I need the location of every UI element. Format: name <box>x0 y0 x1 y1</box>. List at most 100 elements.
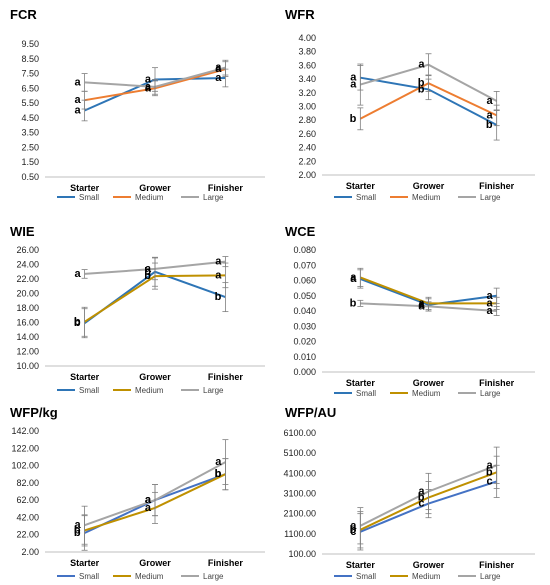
y-tick-label: 9.50 <box>21 39 39 49</box>
significance-label: a <box>487 305 494 317</box>
y-tick-label: 2.50 <box>21 142 39 152</box>
significance-label: a <box>487 297 494 309</box>
y-tick-label: 3.20 <box>298 88 316 98</box>
significance-label: a <box>418 297 425 309</box>
legend-label: Small <box>356 572 376 581</box>
significance-label: a <box>145 494 152 506</box>
y-tick-label: 22.00 <box>16 530 39 540</box>
y-tick-label: 0.020 <box>293 337 316 347</box>
significance-label: b <box>418 77 425 89</box>
y-tick-label: 0.070 <box>293 260 316 270</box>
significance-label: b <box>486 466 493 478</box>
significance-label: a <box>487 290 494 302</box>
significance-label: a <box>145 82 152 94</box>
y-tick-label: 3100.00 <box>283 489 316 499</box>
x-tick-label: Grower <box>413 560 445 570</box>
significance-label: a <box>145 81 152 93</box>
legend-label: Large <box>203 572 224 581</box>
y-tick-label: 2.00 <box>21 547 39 557</box>
x-tick-label: Finisher <box>479 560 515 570</box>
legend-label: Small <box>79 572 99 581</box>
significance-label: b <box>486 119 493 131</box>
legend-label: Small <box>356 193 376 202</box>
significance-label: a <box>350 271 357 283</box>
significance-label: b <box>74 524 81 536</box>
significance-label: a <box>74 105 81 117</box>
chart-title: WCE <box>285 224 316 239</box>
y-tick-label: 10.00 <box>16 361 39 371</box>
significance-label: a <box>418 59 425 71</box>
y-tick-label: 62.00 <box>16 495 39 505</box>
significance-label: a <box>215 256 222 268</box>
y-tick-label: 3.50 <box>21 128 39 138</box>
significance-label: b <box>418 83 425 95</box>
x-tick-label: Grower <box>139 372 171 382</box>
y-tick-label: 26.00 <box>16 245 39 255</box>
y-tick-label: 6.50 <box>21 83 39 93</box>
x-tick-label: Grower <box>413 181 445 191</box>
y-tick-label: 82.00 <box>16 478 39 488</box>
legend-label: Medium <box>412 389 441 398</box>
y-tick-label: 0.080 <box>293 245 316 255</box>
significance-label: b <box>74 316 81 328</box>
significance-label: b <box>350 113 357 125</box>
legend-label: Medium <box>135 572 164 581</box>
x-tick-label: Finisher <box>208 183 244 193</box>
legend-label: Small <box>79 386 99 395</box>
legend-label: Small <box>79 193 99 202</box>
y-tick-label: 2100.00 <box>283 509 316 519</box>
x-tick-label: Finisher <box>208 558 244 568</box>
significance-label: c <box>350 526 356 538</box>
legend-label: Large <box>480 193 501 202</box>
x-tick-label: Finisher <box>479 181 515 191</box>
y-tick-label: 1100.00 <box>284 529 316 539</box>
y-tick-label: 122.00 <box>11 443 39 453</box>
significance-label: b <box>144 266 151 278</box>
significance-label: a <box>74 76 81 88</box>
y-tick-label: 102.00 <box>11 461 39 471</box>
legend-label: Large <box>480 572 501 581</box>
y-tick-label: 2.20 <box>298 156 316 166</box>
significance-label: a <box>145 502 152 514</box>
significance-label: a <box>215 62 222 74</box>
x-tick-label: Starter <box>70 372 100 382</box>
y-tick-label: 0.050 <box>293 291 316 301</box>
y-tick-label: 6100.00 <box>283 428 316 438</box>
significance-label: a <box>418 300 425 312</box>
significance-label: b <box>418 492 425 504</box>
y-tick-label: 0.060 <box>293 276 316 286</box>
chart-panel: WCE 0.000 0.010 0.020 0.030 0.040 0.050 0.060 0.… <box>285 224 535 398</box>
legend-label: Large <box>203 386 224 395</box>
legend-label: Medium <box>412 572 441 581</box>
chart-panel: WFP/kg 2.00 22.00 42.00 62.00 82.00 102.00 122.… <box>10 405 265 581</box>
y-tick-label: 1.50 <box>21 157 39 167</box>
chart-title: FCR <box>10 7 37 22</box>
significance-label: a <box>215 63 222 75</box>
significance-label: a <box>487 459 494 471</box>
significance-label: a <box>350 520 357 532</box>
significance-label: a <box>418 299 425 311</box>
y-tick-label: 24.00 <box>16 260 39 270</box>
y-tick-label: 5100.00 <box>283 448 316 458</box>
chart-panel: WFP/AU 100.00 1100.00 2100.00 3100.00 4100.00… <box>283 405 535 581</box>
legend-label: Medium <box>135 193 164 202</box>
chart-title: WFP/kg <box>10 405 58 420</box>
significance-label: b <box>215 291 222 303</box>
chart-panel: WFR 2.00 2.20 2.40 2.60 2.80 3.00 3.20 3.40 3.60 3… <box>285 7 535 202</box>
y-tick-label: 42.00 <box>16 512 39 522</box>
legend-label: Medium <box>412 193 441 202</box>
y-tick-label: 0.030 <box>293 321 316 331</box>
significance-label: b <box>74 317 81 329</box>
significance-label: a <box>74 94 81 106</box>
y-tick-label: 142.00 <box>11 426 39 436</box>
y-tick-label: 3.80 <box>298 47 316 57</box>
y-tick-label: 0.50 <box>21 172 39 182</box>
chart-panel: WIE 10.00 12.00 14.00 16.00 18.00 20.00 22.00 24… <box>10 224 265 395</box>
significance-label: b <box>350 297 357 309</box>
chart-title: WIE <box>10 224 35 239</box>
chart-panel: FCR 0.50 1.50 2.50 3.50 4.50 5.50 6.50 7.50 8.50 9… <box>10 7 265 202</box>
significance-label: c <box>418 498 424 510</box>
legend-label: Large <box>203 193 224 202</box>
chart-title: WFP/AU <box>285 405 336 420</box>
